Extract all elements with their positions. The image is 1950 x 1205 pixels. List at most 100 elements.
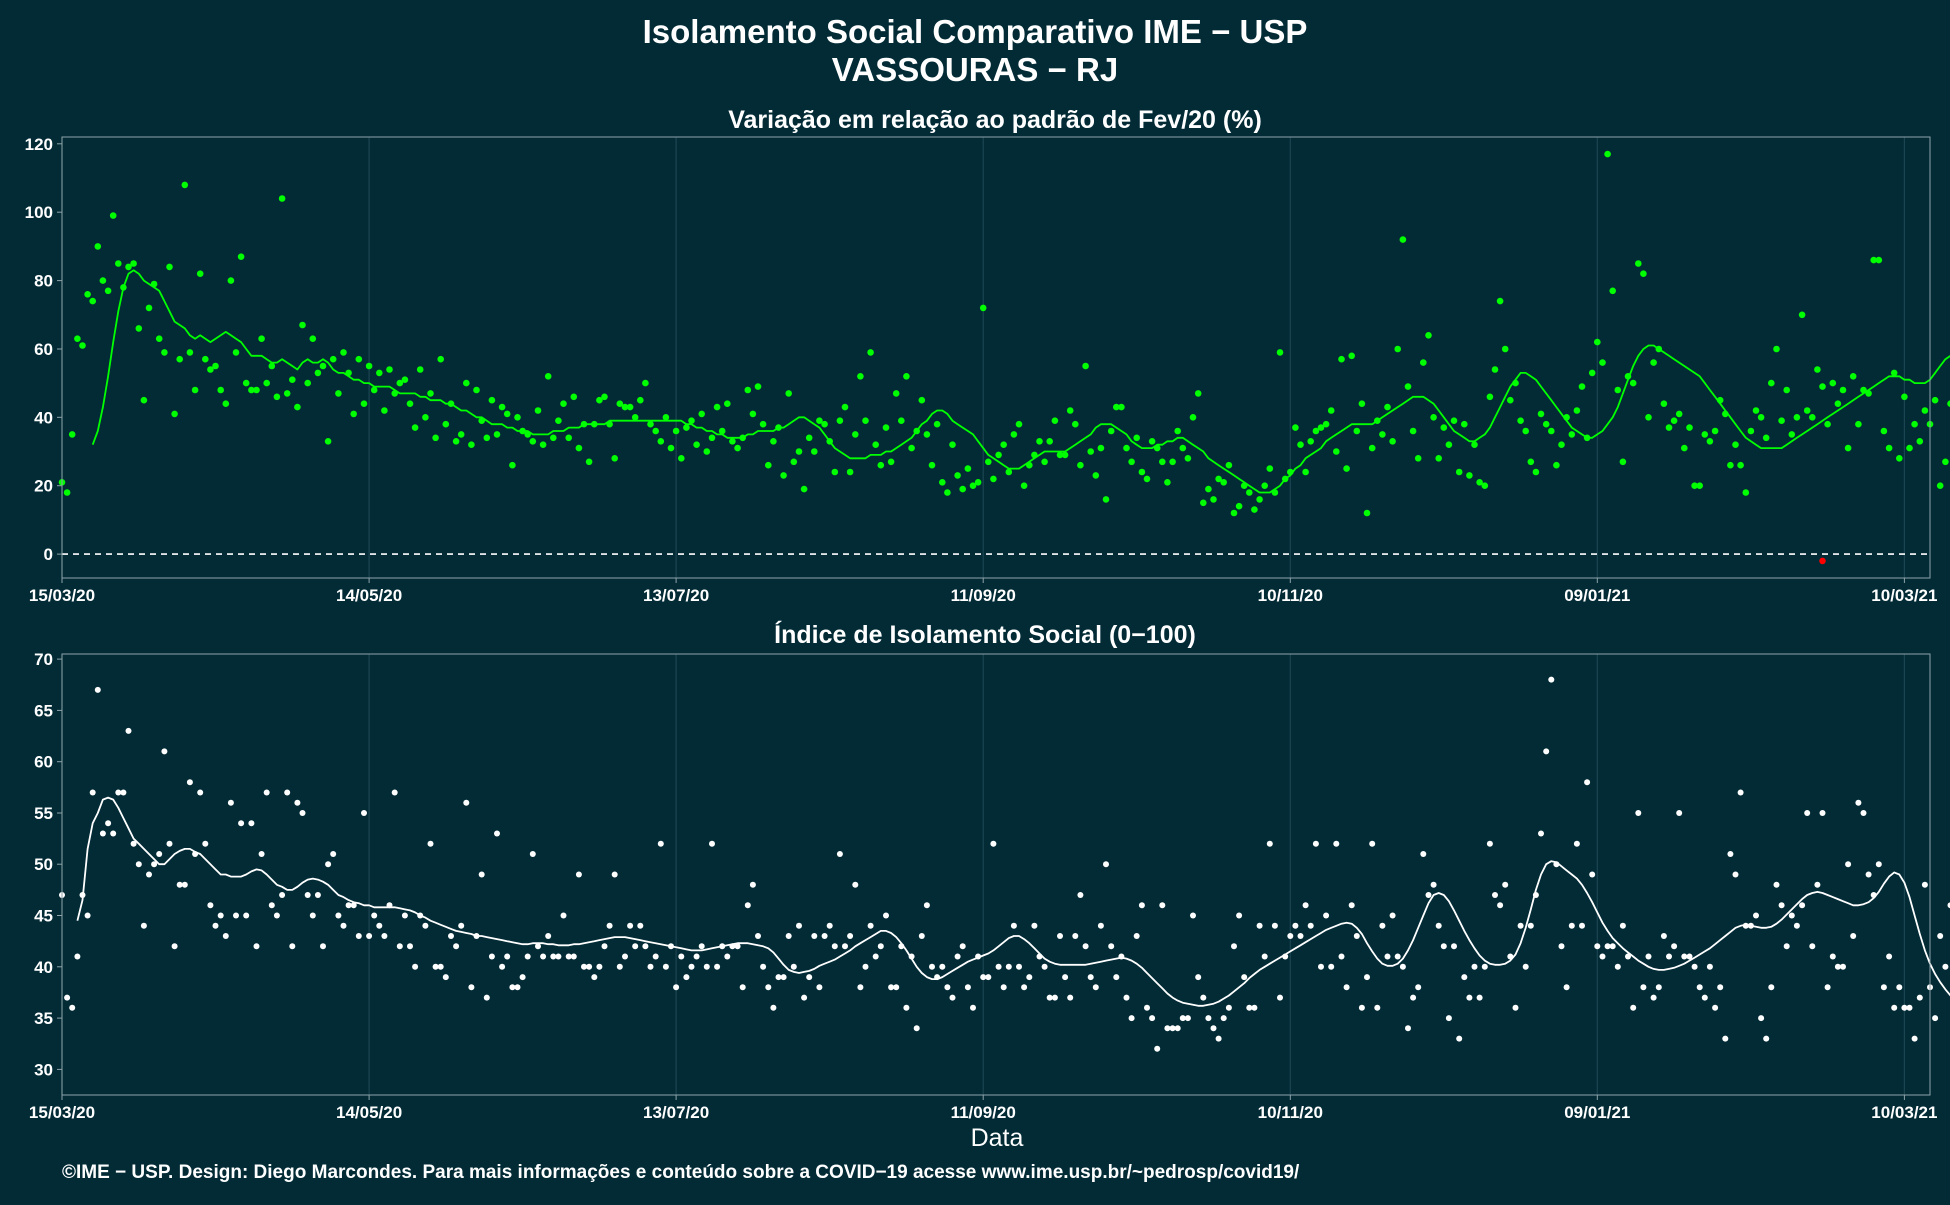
top-data-point xyxy=(750,411,757,418)
bottom-data-point xyxy=(1702,995,1708,1001)
bottom-data-point xyxy=(1671,943,1677,949)
top-data-point xyxy=(115,260,122,267)
top-data-point xyxy=(1630,380,1637,387)
bottom-data-point xyxy=(1272,923,1278,929)
bottom-data-point xyxy=(898,943,904,949)
top-data-point xyxy=(1323,421,1330,428)
bottom-data-point xyxy=(985,974,991,980)
top-data-point xyxy=(611,455,618,462)
top-data-point xyxy=(954,472,961,479)
bottom-plot-frame xyxy=(62,654,1930,1095)
top-data-point xyxy=(903,373,910,380)
top-data-point xyxy=(1819,383,1826,390)
top-data-point xyxy=(233,349,240,356)
bottom-data-point xyxy=(269,902,275,908)
bottom-data-point xyxy=(1011,923,1017,929)
bottom-data-point xyxy=(1523,964,1529,970)
top-data-point xyxy=(1763,435,1770,442)
bottom-data-point xyxy=(1482,964,1488,970)
top-data-point xyxy=(550,435,557,442)
bottom-data-point xyxy=(422,923,428,929)
top-data-point xyxy=(1302,469,1309,476)
bottom-data-point xyxy=(479,872,485,878)
bottom-data-point xyxy=(1323,913,1329,919)
bottom-data-point xyxy=(1840,964,1846,970)
bottom-data-point xyxy=(1083,943,1089,949)
bottom-data-point xyxy=(571,954,577,960)
bottom-data-point xyxy=(1620,923,1626,929)
bottom-data-point xyxy=(1456,1036,1462,1042)
bottom-data-point xyxy=(484,995,490,1001)
top-data-point xyxy=(1046,438,1053,445)
top-data-point xyxy=(345,370,352,377)
top-data-point xyxy=(673,428,680,435)
bottom-data-point xyxy=(729,943,735,949)
top-data-point xyxy=(1932,397,1939,404)
top-data-point xyxy=(212,363,219,370)
bottom-data-point xyxy=(279,892,285,898)
bottom-data-point xyxy=(883,913,889,919)
top-data-point xyxy=(1348,353,1355,360)
top-data-point xyxy=(1082,363,1089,370)
bottom-data-point xyxy=(868,923,874,929)
bottom-data-point xyxy=(1533,892,1539,898)
bottom-data-point xyxy=(1016,964,1022,970)
top-data-point xyxy=(1579,383,1586,390)
bottom-data-point xyxy=(617,964,623,970)
top-data-point xyxy=(100,277,107,284)
bottom-data-point xyxy=(694,954,700,960)
top-data-point xyxy=(601,394,608,401)
bottom-data-point xyxy=(1845,861,1851,867)
top-data-point xyxy=(1236,503,1243,510)
bottom-data-point xyxy=(243,913,249,919)
bottom-data-point xyxy=(1400,964,1406,970)
top-data-point xyxy=(555,417,562,424)
top-data-point xyxy=(1384,404,1391,411)
bottom-data-point xyxy=(1768,984,1774,990)
top-data-point xyxy=(443,421,450,428)
bottom-panel-title: Índice de Isolamento Social (0−100) xyxy=(774,620,1196,649)
top-data-point xyxy=(642,380,649,387)
bottom-data-point xyxy=(1395,954,1401,960)
bottom-data-point xyxy=(402,913,408,919)
bottom-y-tick-label: 35 xyxy=(34,1009,53,1028)
top-data-point xyxy=(243,380,250,387)
top-data-point xyxy=(448,400,455,407)
bottom-data-point xyxy=(1630,1005,1636,1011)
x-axis-label: Data xyxy=(971,1124,1024,1152)
bottom-data-point xyxy=(735,943,741,949)
top-data-point xyxy=(929,462,936,469)
bottom-data-point xyxy=(750,882,756,888)
top-data-point xyxy=(1231,510,1238,517)
bottom-data-point xyxy=(397,943,403,949)
bottom-data-point xyxy=(182,882,188,888)
top-data-point xyxy=(1891,370,1898,377)
bottom-y-tick-label: 70 xyxy=(34,650,53,669)
bottom-data-point xyxy=(1625,954,1631,960)
top-data-point xyxy=(484,435,491,442)
bottom-data-point xyxy=(156,851,162,857)
top-data-point xyxy=(791,459,798,466)
bottom-data-point xyxy=(254,943,260,949)
bottom-data-point xyxy=(1922,882,1928,888)
top-data-point xyxy=(105,288,112,295)
bottom-data-point xyxy=(1676,810,1682,816)
top-data-point xyxy=(1016,421,1023,428)
bottom-data-point xyxy=(561,913,567,919)
top-data-point xyxy=(995,452,1002,459)
top-data-point xyxy=(1251,506,1258,513)
bottom-data-point xyxy=(126,728,132,734)
top-data-point xyxy=(258,335,265,342)
chart-title: Isolamento Social Comparativo IME − USP xyxy=(643,13,1308,50)
bottom-data-point xyxy=(428,841,434,847)
top-data-point xyxy=(1133,435,1140,442)
bottom-data-point xyxy=(325,861,331,867)
bottom-data-point xyxy=(1763,1036,1769,1042)
top-data-point xyxy=(1599,359,1606,366)
top-data-point xyxy=(1830,380,1837,387)
top-data-point xyxy=(591,421,598,428)
bottom-data-point xyxy=(852,882,858,888)
bottom-data-point xyxy=(1528,923,1534,929)
